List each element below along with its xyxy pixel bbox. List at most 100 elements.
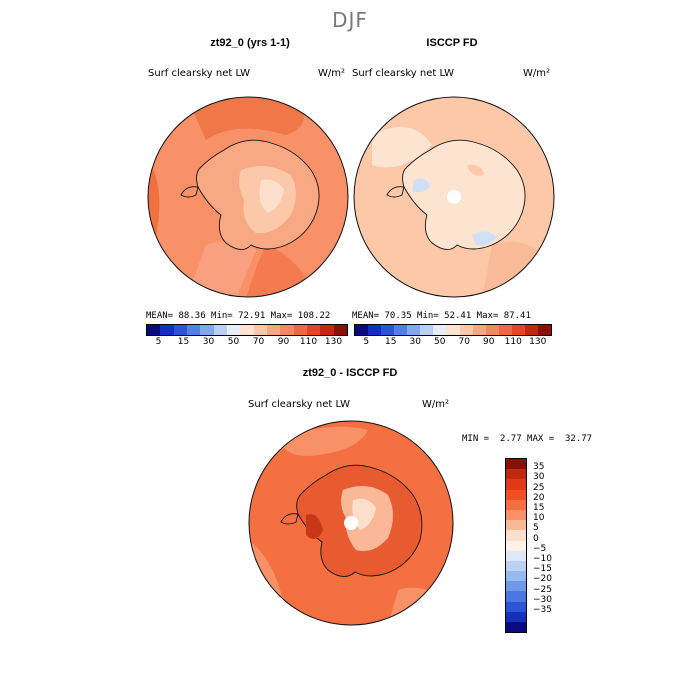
map-region-north <box>186 97 304 140</box>
colorbar-tick-label: 130 <box>324 337 343 347</box>
colorbar-tick-label: −15 <box>533 564 552 575</box>
colorbar-swatch <box>173 325 187 335</box>
colorbar-tick-label: 30 <box>202 337 215 347</box>
colorbar-swatch <box>320 325 334 335</box>
stats-model: MEAN= 88.36 Min= 72.91 Max= 108.22 <box>146 311 331 321</box>
map-border <box>147 96 349 298</box>
map-region-southeast <box>482 241 554 297</box>
colorbar-swatch <box>160 325 174 335</box>
colorbar-swatch <box>506 459 526 470</box>
colorbar-swatch <box>506 560 526 572</box>
colorbar-tick-label: −35 <box>533 605 552 615</box>
antarctica-outline <box>402 139 526 250</box>
colorbar-swatch <box>511 325 525 335</box>
colorbar-swatch <box>306 325 321 335</box>
colorbar-swatch <box>506 489 526 500</box>
colorbar-tick-label: −5 <box>533 543 547 554</box>
colorbar-tick-label: −25 <box>533 584 552 595</box>
colorbar-swatch <box>472 325 486 335</box>
colorbar-swatch <box>506 469 526 480</box>
colorbar-swatch <box>498 325 512 335</box>
colorbar-tick-label: 35 <box>533 462 545 473</box>
colorbar-tick-label: 110 <box>504 337 522 347</box>
colorbar-swatch <box>293 325 307 335</box>
variable-label-diff: Surf clearsky net LW <box>248 399 351 410</box>
polar-map-obs <box>353 96 555 298</box>
colorbar-swatch <box>506 550 526 561</box>
peninsula-outline <box>386 186 405 198</box>
colorbar-swatch <box>200 325 214 335</box>
units-label-obs: W/m² <box>523 68 551 79</box>
colorbar-tick-label: −20 <box>533 574 552 585</box>
colorbar-swatch <box>485 325 499 335</box>
map-region-plateau <box>352 498 376 530</box>
map-region-negative-south <box>472 231 497 246</box>
map-border <box>353 96 555 298</box>
peninsula-outline <box>180 186 199 198</box>
colorbar-ticks-obs: 5 15 30 50 70 90 110 130 <box>354 337 550 351</box>
colorbar-model <box>146 324 348 336</box>
colorbar-tick-label: −10 <box>533 554 552 564</box>
colorbar-swatch <box>381 325 395 335</box>
colorbar-obs <box>354 324 552 336</box>
colorbar-swatch <box>147 325 161 335</box>
map-region-southwest <box>186 241 256 297</box>
colorbar-swatch <box>407 325 421 335</box>
colorbar-tick-label: 30 <box>533 472 545 483</box>
panel-title-model: zt92_0 (yrs 1-1) <box>210 37 290 49</box>
colorbar-ticks-diff: 35 30 25 20 15 10 5 0 −5 −10 −15 −20 −25 −30 −35 <box>533 458 563 633</box>
units-label-diff: W/m² <box>422 399 450 410</box>
colorbar-swatch <box>506 581 526 592</box>
pole-hole <box>447 190 461 204</box>
panel-title-obs: ISCCP FD <box>426 37 478 49</box>
colorbar-swatch <box>368 325 382 335</box>
colorbar-tick-label: −30 <box>533 594 552 605</box>
colorbar-tick-label: 5 <box>533 523 539 534</box>
map-border <box>248 420 454 626</box>
colorbar-tick-label: 15 <box>385 337 397 347</box>
colorbar-swatch <box>253 325 267 335</box>
colorbar-swatch <box>355 325 369 335</box>
variable-label-obs: Surf clearsky net LW <box>352 68 455 79</box>
stats-obs: MEAN= 70.35 Min= 52.41 Max= 87.41 <box>352 311 531 321</box>
polar-map-model <box>147 96 349 298</box>
colorbar-tick-label: 0 <box>533 533 539 544</box>
colorbar-swatch <box>506 591 526 602</box>
colorbar-swatch <box>446 325 460 335</box>
colorbar-tick-label: 15 <box>533 503 545 513</box>
colorbar-swatch <box>506 479 526 490</box>
colorbar-swatch <box>240 325 254 335</box>
colorbar-swatch <box>537 325 551 335</box>
colorbar-tick-label: 70 <box>458 337 470 347</box>
panel-title-diff: zt92_0 - ISCCP FD <box>302 367 398 379</box>
colorbar-tick-label: 50 <box>434 337 446 347</box>
colorbar-tick-label: 5 <box>155 337 162 347</box>
colorbar-swatch <box>186 325 201 335</box>
colorbar-swatch <box>524 325 538 335</box>
colorbar-swatch <box>433 325 447 335</box>
colorbar-diff <box>505 458 527 634</box>
polar-map-diff <box>248 420 454 626</box>
map-region-southeast <box>388 587 453 625</box>
colorbar-tick-label: 10 <box>533 513 545 524</box>
colorbar-tick-label: 50 <box>227 337 240 347</box>
colorbar-tick-label: 5 <box>363 337 370 347</box>
colorbar-swatch <box>394 325 408 335</box>
colorbar-swatch <box>459 325 473 335</box>
colorbar-tick-label: 70 <box>252 337 265 347</box>
colorbar-swatch <box>280 325 294 335</box>
map-region-plateau <box>259 179 284 213</box>
colorbar-ticks-model: 5 15 30 50 70 90 110 130 <box>146 337 346 351</box>
map-region-patch <box>467 164 484 176</box>
colorbar-tick-label: 15 <box>177 337 190 347</box>
peninsula-outline <box>280 513 299 525</box>
colorbar-swatch <box>506 540 526 551</box>
colorbar-swatch <box>506 509 526 521</box>
colorbar-tick-label: 20 <box>533 492 545 503</box>
colorbar-tick-label: 25 <box>533 482 545 493</box>
colorbar-tick-label: 90 <box>483 337 495 347</box>
colorbar-tick-label: 130 <box>529 337 547 347</box>
pole-hole <box>344 516 358 530</box>
colorbar-swatch <box>506 611 526 622</box>
units-label-model: W/m² <box>318 68 346 79</box>
